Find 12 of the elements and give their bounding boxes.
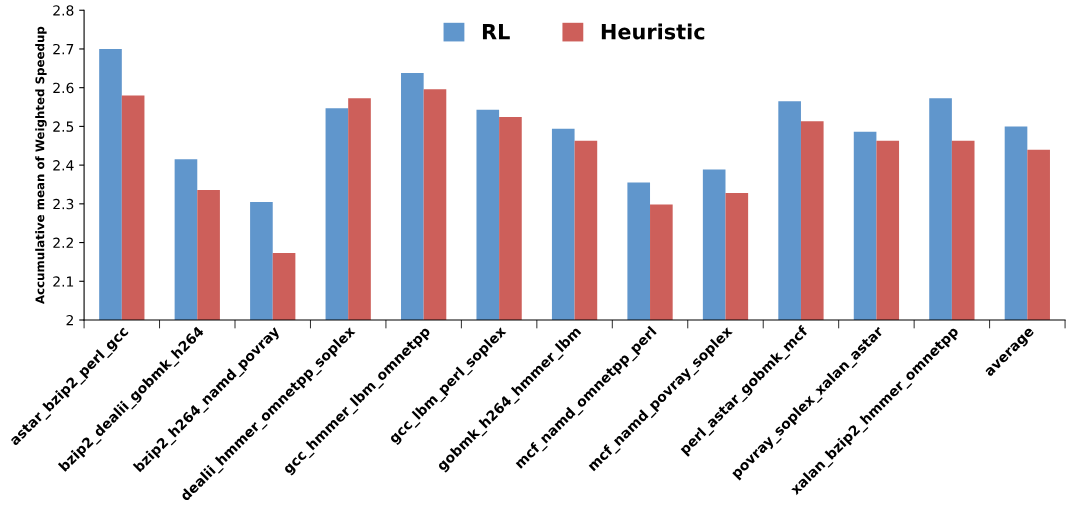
legend-label: Heuristic (601, 23, 705, 40)
y-tick-label: 2.3 (53, 198, 74, 210)
y-tick-label: 2.7 (53, 43, 74, 55)
y-tick-label: 2.8 (53, 5, 74, 16)
y-tick-label: 2.2 (53, 237, 73, 248)
legend-label: RL (482, 24, 510, 40)
y-tick-label: 2 (66, 314, 73, 326)
y-axis-title: Accumulative mean of Weighted Speedup (35, 26, 47, 305)
y-tick-label: 2.4 (53, 160, 74, 171)
y-tick-label: 2.6 (53, 82, 74, 94)
y-tick-label: 2.1 (53, 276, 74, 287)
y-tick-label: 2.5 (53, 121, 74, 132)
